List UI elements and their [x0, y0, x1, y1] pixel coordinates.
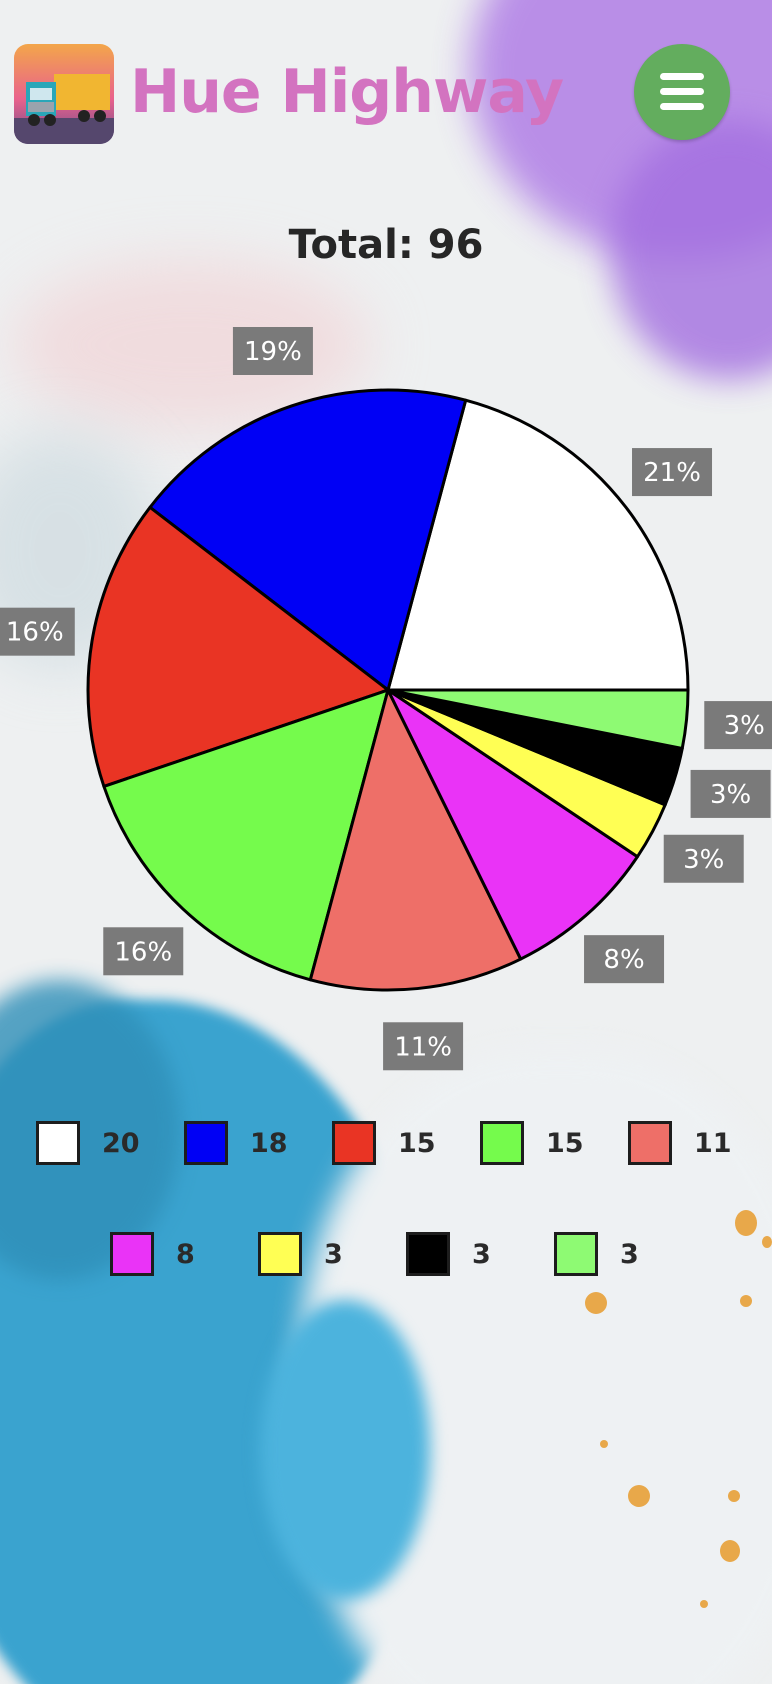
- slice-percent-text: 11%: [394, 1032, 452, 1062]
- legend-item: 11: [628, 1121, 736, 1165]
- menu-button[interactable]: [634, 44, 730, 140]
- legend-row: 8 3 3 3: [0, 1232, 772, 1276]
- legend-item: 8: [110, 1232, 218, 1276]
- legend-value: 15: [546, 1127, 584, 1159]
- legend-value: 3: [324, 1238, 343, 1270]
- legend-swatch: [36, 1121, 80, 1165]
- total-label: Total: 96: [288, 222, 484, 268]
- legend-item: 15: [480, 1121, 588, 1165]
- pie-slice: [386, 688, 690, 751]
- slice-percent-label: 3%: [704, 701, 772, 750]
- slice-percent-text: 8%: [603, 945, 644, 975]
- pie-slice: [102, 688, 390, 982]
- legend-swatch: [480, 1121, 524, 1165]
- legend-item: 18: [184, 1121, 292, 1165]
- legend-item: 3: [406, 1232, 514, 1276]
- slice-percent-text: 19%: [244, 337, 302, 367]
- slice-percent-label: 19%: [232, 326, 313, 375]
- slice-percent-text: 16%: [114, 937, 172, 967]
- legend-swatch: [258, 1232, 302, 1276]
- legend-swatch: [406, 1232, 450, 1276]
- slice-percent-text: 3%: [710, 780, 751, 810]
- legend-item: 20: [36, 1121, 144, 1165]
- legend-swatch: [110, 1232, 154, 1276]
- slice-percent-label: 21%: [632, 448, 713, 497]
- slice-percent-text: 3%: [724, 711, 765, 741]
- legend-value: 3: [620, 1238, 639, 1270]
- legend-value: 18: [250, 1127, 288, 1159]
- slice-percent-label: 16%: [103, 927, 184, 976]
- truck-icon: [14, 44, 114, 144]
- slice-percent-text: 3%: [683, 845, 724, 875]
- pie-slice: [148, 388, 468, 692]
- slice-percent-label: 3%: [663, 834, 744, 883]
- legend-item: 3: [258, 1232, 366, 1276]
- legend-swatch: [184, 1121, 228, 1165]
- app-header: Hue Highway: [0, 0, 772, 150]
- slice-percent-label: 3%: [690, 769, 771, 818]
- legend-value: 8: [176, 1238, 195, 1270]
- legend-row: 20 18 15 15 11: [0, 1121, 772, 1165]
- pie-slice: [86, 505, 390, 788]
- legend-item: 3: [554, 1232, 662, 1276]
- pie-slice: [386, 398, 690, 692]
- hamburger-menu-icon: [660, 73, 704, 111]
- app-title: Hue Highway: [130, 57, 564, 127]
- legend-swatch: [628, 1121, 672, 1165]
- legend-swatch: [554, 1232, 598, 1276]
- legend-value: 20: [102, 1127, 140, 1159]
- pie-slice: [308, 688, 523, 992]
- legend-value: 15: [398, 1127, 436, 1159]
- slice-percent-label: 16%: [0, 607, 75, 656]
- pie-slice: [386, 688, 639, 961]
- legend-item: 15: [332, 1121, 440, 1165]
- slice-percent-text: 16%: [6, 618, 64, 648]
- legend-swatch: [332, 1121, 376, 1165]
- slice-percent-label: 8%: [584, 935, 665, 984]
- slice-percent-text: 21%: [643, 458, 701, 488]
- legend-value: 11: [694, 1127, 732, 1159]
- slice-percent-label: 11%: [383, 1022, 464, 1071]
- legend-value: 3: [472, 1238, 491, 1270]
